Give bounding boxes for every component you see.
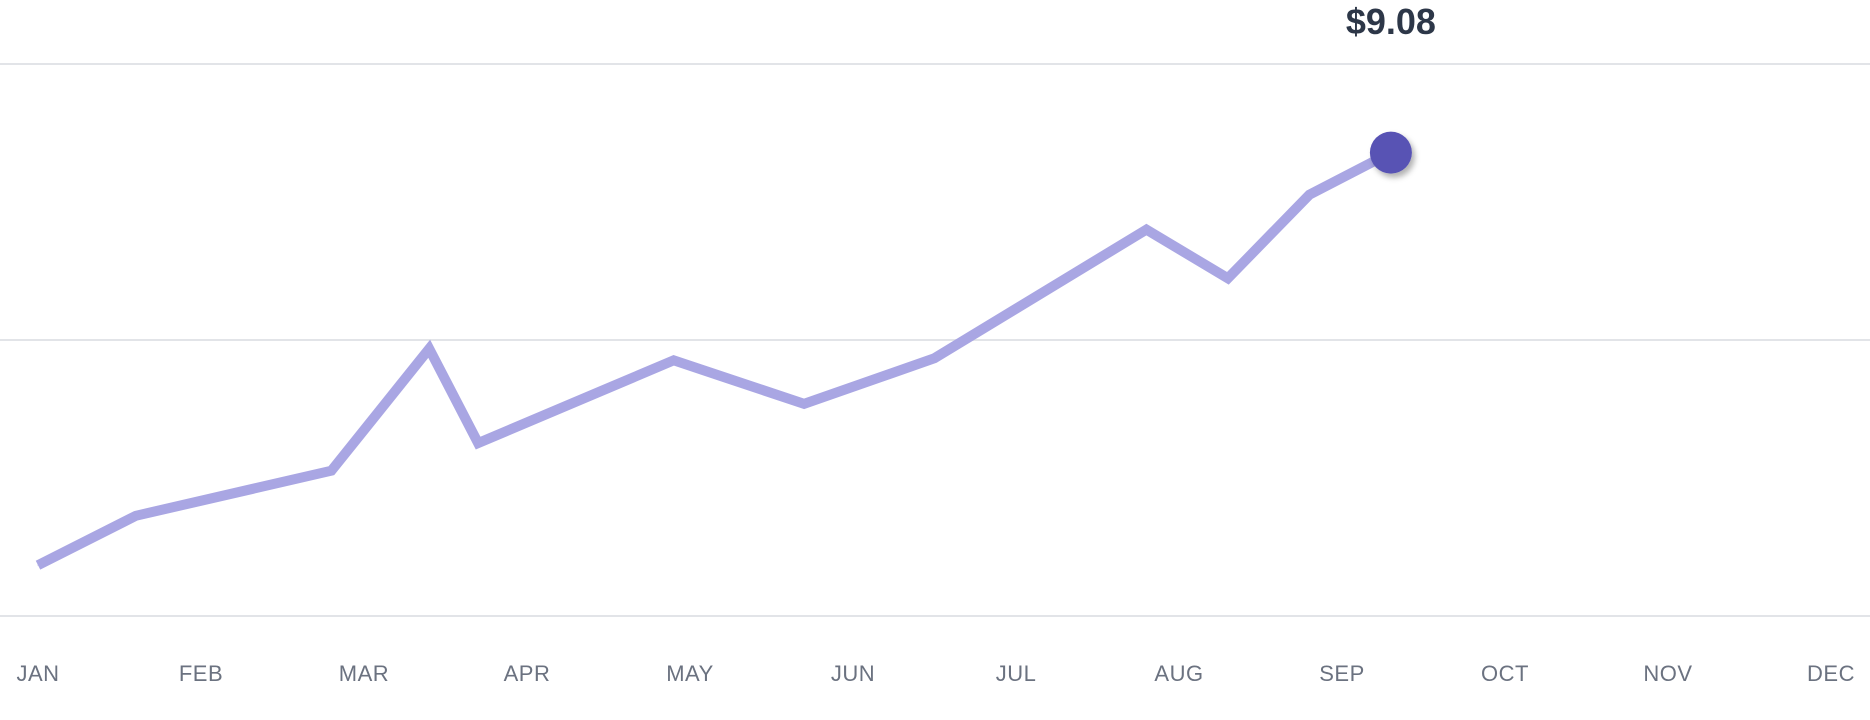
x-axis-labels: JAN FEB MAR APR MAY JUN JUL AUG SEP OCT NOV DEC bbox=[16, 661, 1855, 686]
data-point bbox=[330, 470, 332, 472]
x-tick-label: MAY bbox=[666, 661, 714, 686]
x-tick-label: FEB bbox=[179, 661, 223, 686]
x-tick-label: AUG bbox=[1154, 661, 1203, 686]
data-point bbox=[1308, 194, 1310, 196]
highlight-marker[interactable] bbox=[1369, 131, 1412, 174]
highlight-value-label: $9.08 bbox=[1346, 1, 1436, 42]
data-point bbox=[1227, 277, 1229, 279]
data-point bbox=[803, 403, 805, 405]
x-tick-label: JUN bbox=[831, 661, 875, 686]
series-layer bbox=[35, 148, 1394, 570]
data-point bbox=[477, 442, 479, 444]
x-tick-label: OCT bbox=[1481, 661, 1529, 686]
x-tick-label: JUL bbox=[996, 661, 1037, 686]
highlight-layer: $9.08 bbox=[1346, 1, 1436, 174]
series-line bbox=[35, 148, 1394, 570]
data-points bbox=[37, 152, 1392, 566]
x-tick-label: SEP bbox=[1319, 661, 1365, 686]
x-tick-label: JAN bbox=[16, 661, 59, 686]
x-tick-label: NOV bbox=[1643, 661, 1692, 686]
data-point bbox=[673, 359, 675, 361]
gridlines bbox=[0, 63, 1870, 617]
data-point bbox=[934, 357, 935, 359]
x-tick-label: APR bbox=[504, 661, 551, 686]
data-point bbox=[428, 348, 430, 350]
x-tick-label: DEC bbox=[1807, 661, 1855, 686]
x-tick-label: MAR bbox=[339, 661, 389, 686]
data-point bbox=[135, 515, 137, 517]
data-point bbox=[37, 564, 39, 566]
data-point bbox=[1145, 229, 1147, 231]
